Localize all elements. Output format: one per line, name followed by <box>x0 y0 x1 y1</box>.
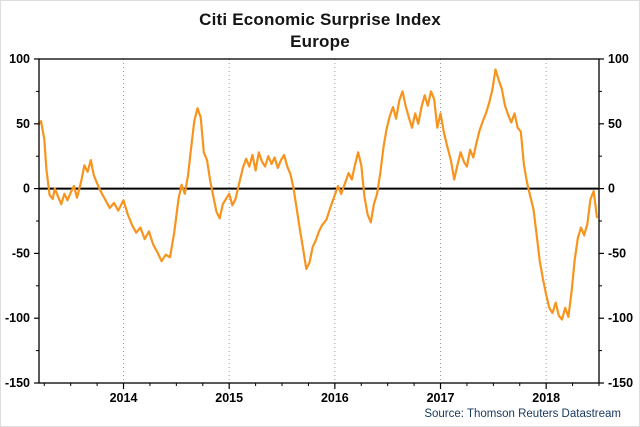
y-tick-label-left: -50 <box>12 247 30 261</box>
y-tick-label-right: 100 <box>608 53 629 66</box>
x-tick-label: 2017 <box>427 391 455 405</box>
x-tick-label: 2016 <box>321 391 349 405</box>
series-line <box>37 68 599 321</box>
y-tick-label-left: -150 <box>5 376 30 390</box>
chart-title-block: Citi Economic Surprise Index Europe <box>1 1 639 53</box>
y-tick-label-right: -50 <box>608 247 626 261</box>
y-tick-label-right: 50 <box>608 117 622 131</box>
y-tick-label-right: -100 <box>608 311 633 325</box>
y-tick-label-left: 0 <box>23 182 30 196</box>
chart-canvas: 100 100 50 50 0 0 -50 -50 -100 -100 -150 -150 2014 20… <box>5 53 633 405</box>
chart-subtitle: Europe <box>290 32 350 52</box>
y-tick-label-right: -150 <box>608 376 633 390</box>
source-text: Source: Thomson Reuters Datastream <box>424 408 621 420</box>
y-tick-label-left: 100 <box>9 53 30 66</box>
x-tick-label: 2018 <box>532 391 560 405</box>
plot-frame <box>38 58 600 384</box>
x-tick-label: 2014 <box>110 391 138 405</box>
y-tick-label-left: -100 <box>5 311 30 325</box>
y-tick-label-right: 0 <box>608 182 615 196</box>
y-tick-label-left: 50 <box>16 117 30 131</box>
x-tick-label: 2015 <box>215 391 243 405</box>
chart-title: Citi Economic Surprise Index <box>199 10 441 29</box>
